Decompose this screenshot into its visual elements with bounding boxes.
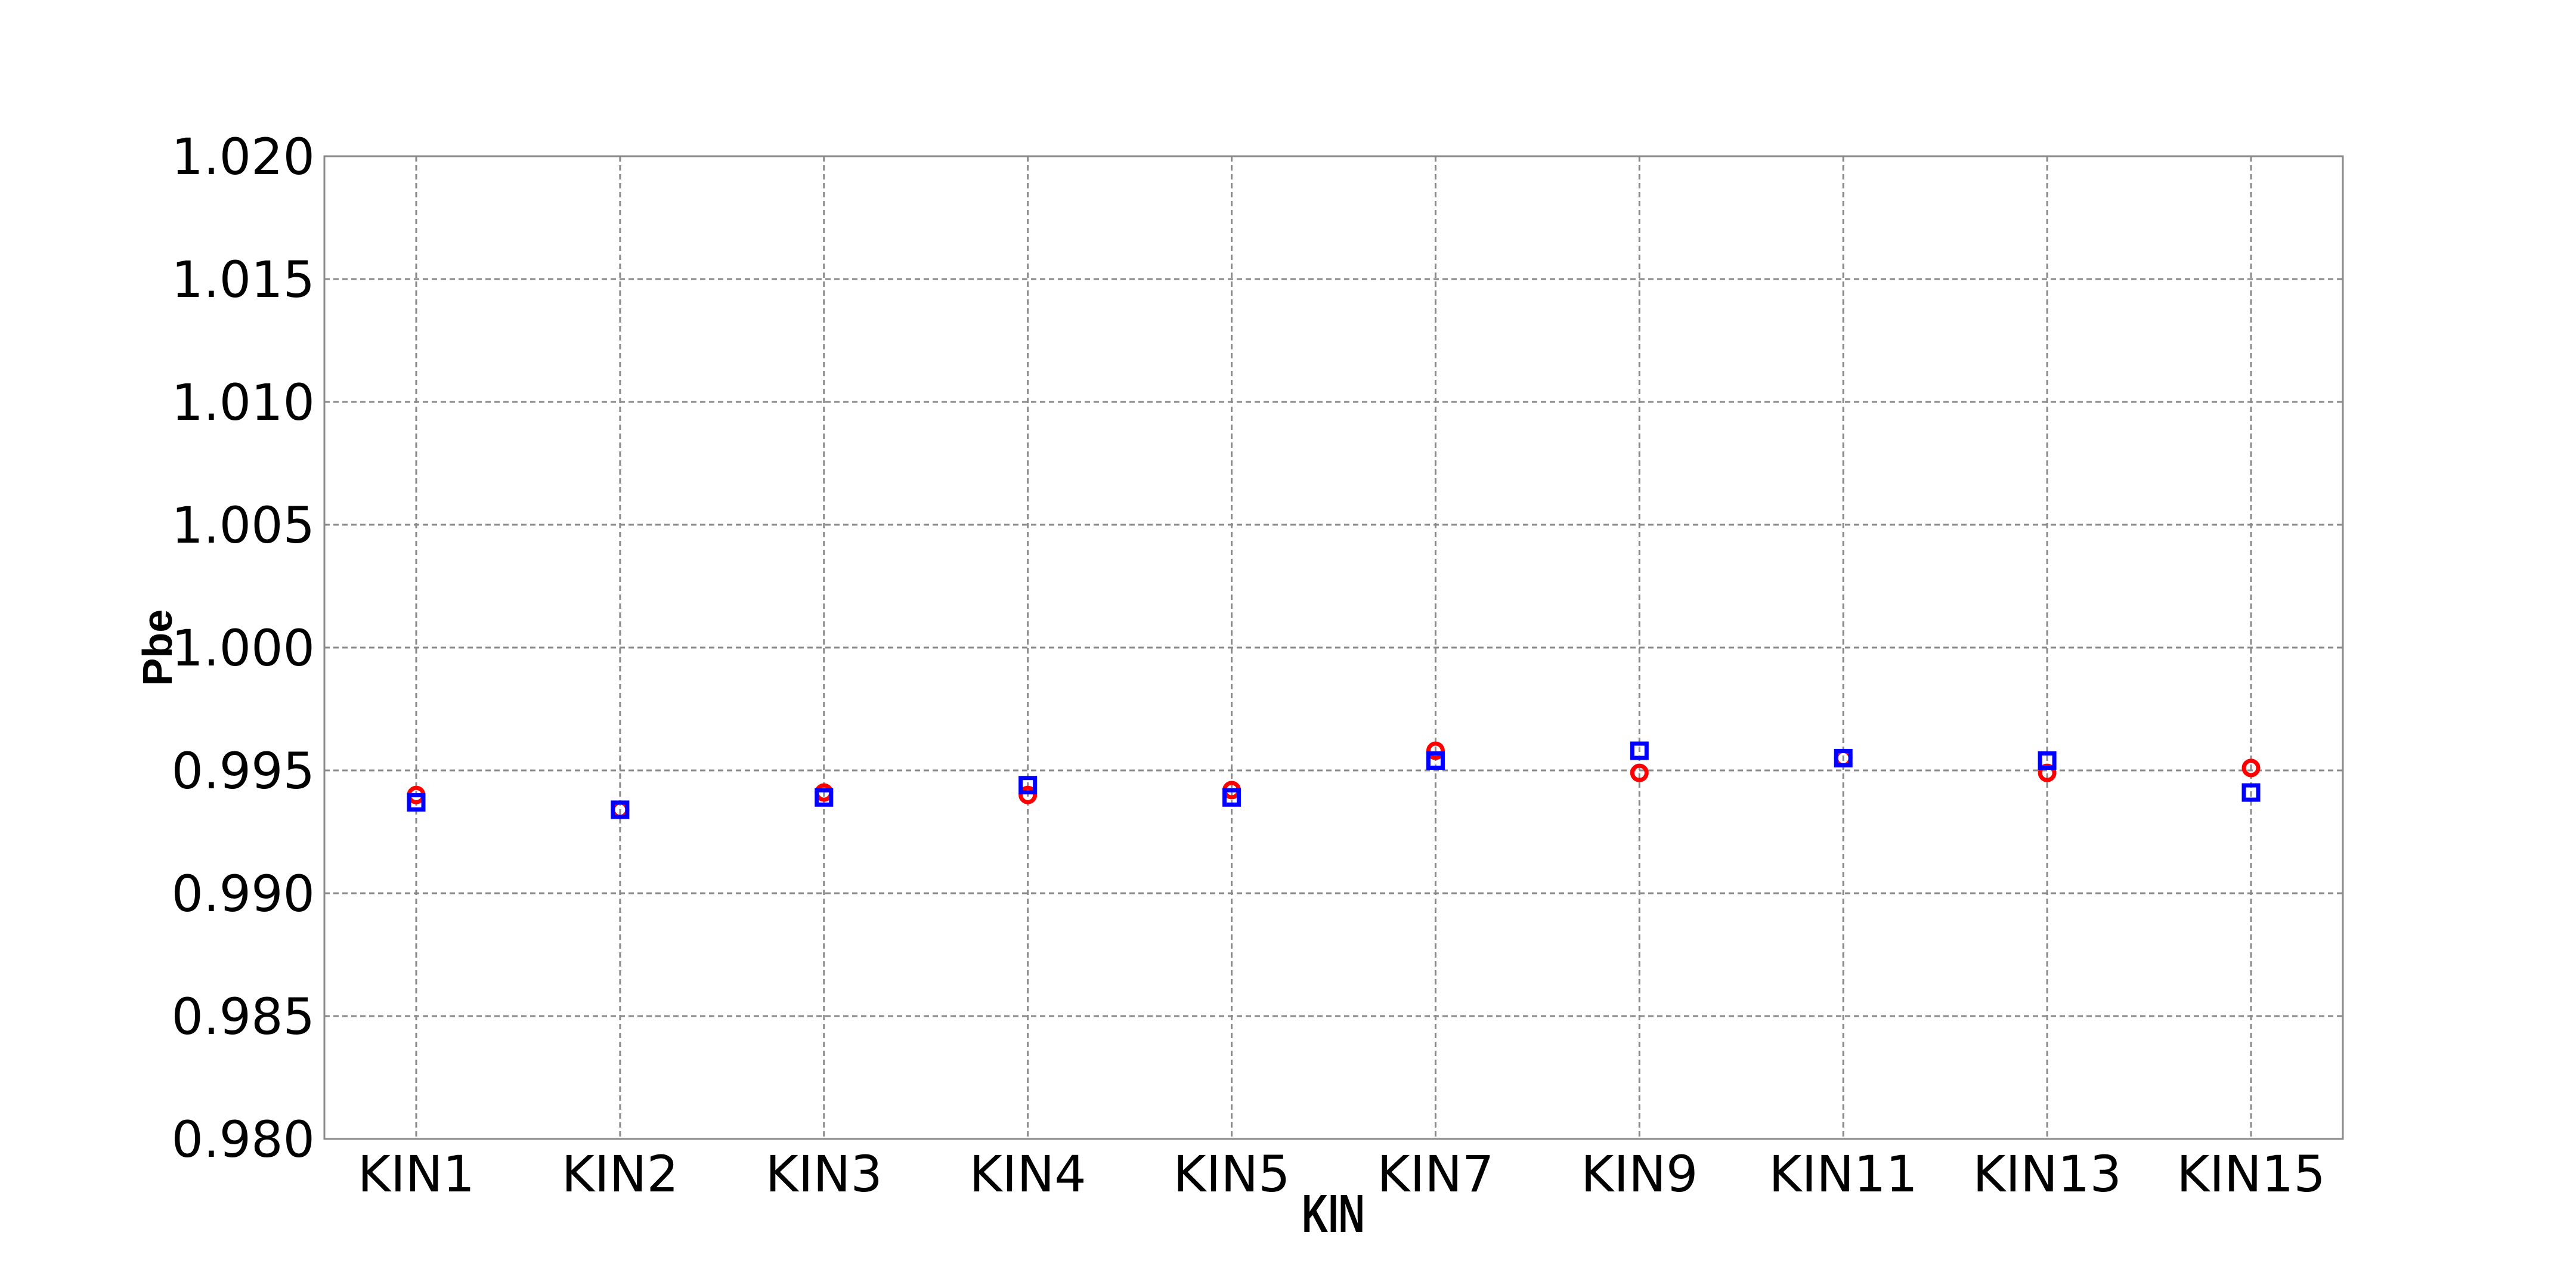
circle-marker xyxy=(1426,741,1445,760)
x-tick-label: KIN9 xyxy=(1581,1145,1698,1203)
square-marker xyxy=(1834,748,1853,767)
square-marker xyxy=(1222,788,1241,807)
circle-marker xyxy=(1630,763,1649,782)
y-tick-label: 0.995 xyxy=(172,742,315,800)
y-tick-label: 1.005 xyxy=(172,496,315,555)
x-tick-label: KIN3 xyxy=(766,1145,883,1203)
square-marker xyxy=(1426,751,1445,770)
y-tick-label: 1.010 xyxy=(172,373,315,432)
square-marker xyxy=(2241,783,2261,802)
x-tick-label: KIN1 xyxy=(358,1145,475,1203)
x-axis-title: KIN xyxy=(1302,1184,1364,1244)
x-tick-label: KIN4 xyxy=(970,1145,1086,1203)
x-gridlines xyxy=(415,156,2252,1139)
y-tick-labels: 0.980 0.985 0.990 0.995 1.000 1.005 1.010 1.015… xyxy=(172,128,315,1169)
square-marker xyxy=(407,793,426,812)
y-tick-label: 0.990 xyxy=(172,865,315,923)
x-tick-label: KIN15 xyxy=(2176,1145,2326,1203)
x-tick-label: KIN11 xyxy=(1769,1145,1918,1203)
square-marker xyxy=(1630,741,1649,760)
x-tick-label: KIN7 xyxy=(1377,1145,1494,1203)
square-marker xyxy=(611,800,630,819)
x-tick-label: KIN13 xyxy=(1973,1145,2122,1203)
y-tick-label: 1.020 xyxy=(172,128,315,186)
x-tick-labels: KIN1 KIN2 KIN3 KIN4 KIN5 KIN7 KIN9 KIN11 KIN13 KI… xyxy=(358,1145,2326,1203)
x-tick-label: KIN5 xyxy=(1173,1145,1290,1203)
y-tick-label: 1.000 xyxy=(172,619,315,677)
square-marker xyxy=(815,788,834,807)
plot-frame xyxy=(323,155,2344,1140)
y-axis-title: Pbe xyxy=(134,609,181,686)
circle-marker xyxy=(1018,785,1038,804)
data-markers xyxy=(407,741,2261,819)
square-marker xyxy=(2038,751,2057,770)
y-tick-label: 0.985 xyxy=(172,987,315,1046)
y-tick-label: 0.980 xyxy=(172,1110,315,1169)
square-marker xyxy=(1018,776,1038,795)
x-tick-label: KIN2 xyxy=(562,1145,679,1203)
circle-marker xyxy=(2241,758,2261,778)
y-gridlines xyxy=(324,155,2343,1140)
y-tick-label: 1.015 xyxy=(172,250,315,309)
